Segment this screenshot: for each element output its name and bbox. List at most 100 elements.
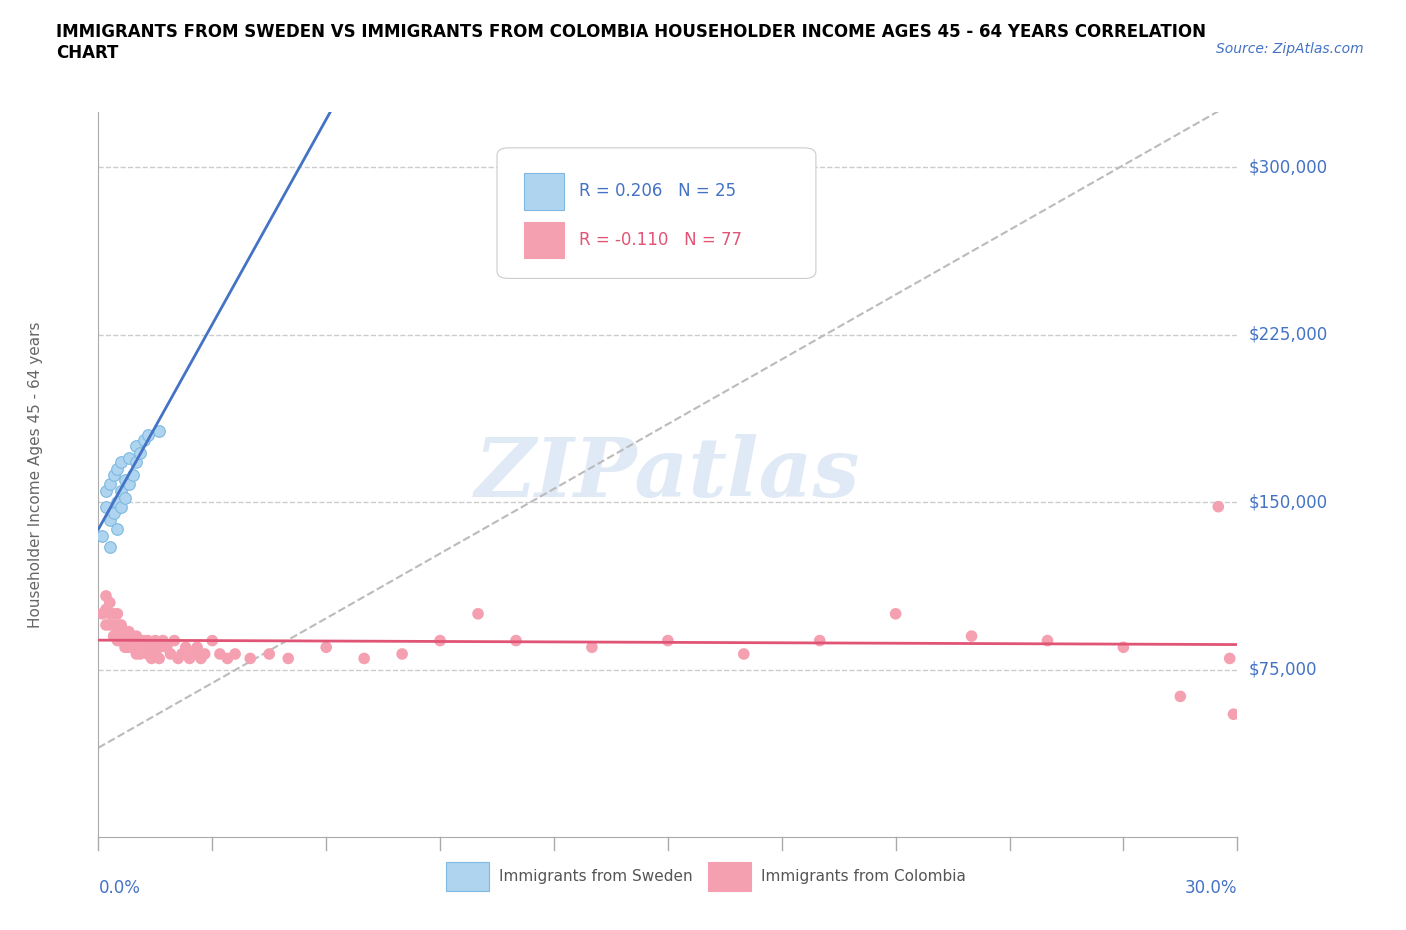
Point [98, 512, 121, 527]
Point [884, 606, 907, 621]
Text: $300,000: $300,000 [1249, 158, 1327, 177]
Point [103, 618, 125, 632]
Point [960, 629, 983, 644]
Text: IMMIGRANTS FROM SWEDEN VS IMMIGRANTS FROM COLOMBIA HOUSEHOLDER INCOME AGES 45 - : IMMIGRANTS FROM SWEDEN VS IMMIGRANTS FRO… [56, 23, 1206, 62]
Point [125, 633, 148, 648]
Point [259, 646, 281, 661]
Bar [524, 173, 564, 209]
Bar [446, 862, 489, 891]
Point [125, 646, 148, 661]
Point [170, 646, 193, 661]
Bar [524, 222, 564, 259]
Point [110, 618, 132, 632]
Point [91, 528, 114, 543]
Point [132, 633, 155, 648]
Point [179, 651, 201, 666]
Point [103, 629, 125, 644]
Point [467, 606, 489, 621]
Point [429, 633, 451, 648]
Text: $225,000: $225,000 [1249, 326, 1327, 344]
Text: 0.0%: 0.0% [98, 879, 141, 897]
Point [94, 484, 117, 498]
Point [107, 606, 129, 621]
Point [98, 595, 121, 610]
Point [103, 606, 125, 621]
Text: $75,000: $75,000 [1249, 660, 1317, 679]
Point [94, 602, 117, 617]
Point [194, 646, 217, 661]
Point [98, 539, 121, 554]
Point [121, 633, 143, 648]
Point [118, 640, 141, 655]
Point [581, 640, 603, 655]
Point [103, 468, 125, 483]
Point [98, 477, 121, 492]
Point [152, 633, 174, 648]
Point [114, 472, 136, 487]
Point [183, 646, 205, 661]
Point [129, 445, 152, 460]
Text: Immigrants from Colombia: Immigrants from Colombia [761, 870, 966, 884]
Point [110, 629, 132, 644]
Point [107, 522, 129, 537]
Point [107, 618, 129, 632]
Point [224, 646, 246, 661]
Point [808, 633, 831, 648]
Point [98, 618, 121, 632]
Point [1222, 707, 1244, 722]
Point [110, 633, 132, 648]
Point [107, 624, 129, 639]
Point [391, 646, 413, 661]
Point [114, 640, 136, 655]
Text: ZIPatlas: ZIPatlas [475, 434, 860, 514]
Point [118, 477, 141, 492]
Point [136, 633, 159, 648]
Point [201, 633, 224, 648]
Point [159, 646, 181, 661]
Point [148, 651, 170, 666]
Point [114, 624, 136, 639]
Point [1112, 640, 1135, 655]
Point [121, 640, 143, 655]
Point [121, 468, 143, 483]
Point [217, 651, 239, 666]
Point [118, 624, 141, 639]
Point [1219, 651, 1241, 666]
Point [129, 633, 152, 648]
Point [1170, 689, 1192, 704]
Point [94, 499, 117, 514]
Point [174, 640, 197, 655]
Point [141, 651, 163, 666]
Point [136, 428, 159, 443]
Bar [707, 862, 751, 891]
Point [148, 640, 170, 655]
Point [114, 490, 136, 505]
Point [733, 646, 755, 661]
Point [145, 633, 167, 648]
Point [125, 439, 148, 454]
Point [110, 484, 132, 498]
Point [129, 646, 152, 661]
Point [156, 640, 179, 655]
Point [505, 633, 527, 648]
Text: 30.0%: 30.0% [1185, 879, 1237, 897]
Text: $150,000: $150,000 [1249, 493, 1327, 512]
Point [114, 633, 136, 648]
Point [107, 461, 129, 476]
Point [118, 450, 141, 465]
Point [125, 629, 148, 644]
Text: Householder Income Ages 45 - 64 years: Householder Income Ages 45 - 64 years [28, 321, 44, 628]
Point [208, 646, 231, 661]
Point [145, 646, 167, 661]
Point [163, 633, 186, 648]
FancyBboxPatch shape [498, 148, 815, 278]
Point [353, 651, 375, 666]
Point [132, 640, 155, 655]
Point [315, 640, 337, 655]
Point [141, 640, 163, 655]
Point [118, 629, 141, 644]
Point [98, 606, 121, 621]
Point [190, 651, 212, 666]
Point [136, 646, 159, 661]
Point [110, 499, 132, 514]
